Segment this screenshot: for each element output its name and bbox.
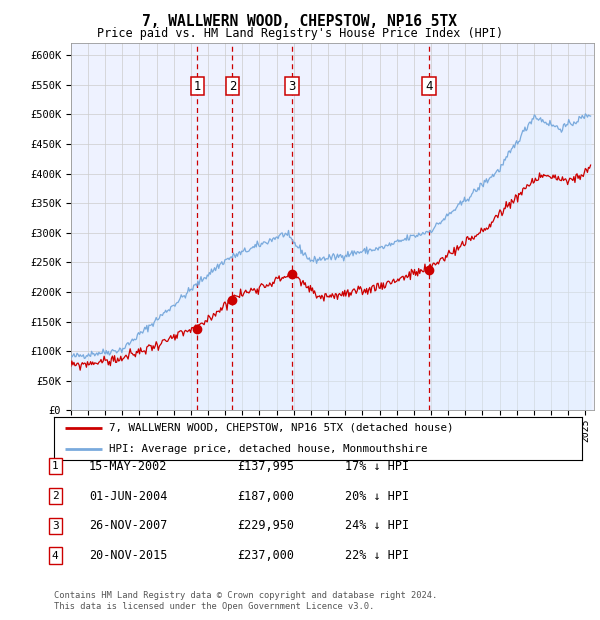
Text: Contains HM Land Registry data © Crown copyright and database right 2024.: Contains HM Land Registry data © Crown c… bbox=[54, 591, 437, 600]
Text: 3: 3 bbox=[52, 521, 59, 531]
Text: 24% ↓ HPI: 24% ↓ HPI bbox=[345, 520, 409, 532]
Text: Price paid vs. HM Land Registry's House Price Index (HPI): Price paid vs. HM Land Registry's House … bbox=[97, 27, 503, 40]
Text: 26-NOV-2007: 26-NOV-2007 bbox=[89, 520, 167, 532]
Text: 1: 1 bbox=[193, 79, 201, 92]
Text: 20-NOV-2015: 20-NOV-2015 bbox=[89, 549, 167, 562]
Text: £229,950: £229,950 bbox=[237, 520, 294, 532]
Text: This data is licensed under the Open Government Licence v3.0.: This data is licensed under the Open Gov… bbox=[54, 602, 374, 611]
Text: 15-MAY-2002: 15-MAY-2002 bbox=[89, 460, 167, 472]
Text: HPI: Average price, detached house, Monmouthshire: HPI: Average price, detached house, Monm… bbox=[109, 444, 428, 454]
Text: £187,000: £187,000 bbox=[237, 490, 294, 502]
Text: 2: 2 bbox=[52, 491, 59, 501]
Text: 7, WALLWERN WOOD, CHEPSTOW, NP16 5TX (detached house): 7, WALLWERN WOOD, CHEPSTOW, NP16 5TX (de… bbox=[109, 423, 454, 433]
Text: 2: 2 bbox=[229, 79, 236, 92]
Text: 4: 4 bbox=[425, 79, 433, 92]
Text: 20% ↓ HPI: 20% ↓ HPI bbox=[345, 490, 409, 502]
Text: £237,000: £237,000 bbox=[237, 549, 294, 562]
Text: 7, WALLWERN WOOD, CHEPSTOW, NP16 5TX: 7, WALLWERN WOOD, CHEPSTOW, NP16 5TX bbox=[143, 14, 458, 29]
Text: 1: 1 bbox=[52, 461, 59, 471]
Text: 3: 3 bbox=[289, 79, 296, 92]
Text: 22% ↓ HPI: 22% ↓ HPI bbox=[345, 549, 409, 562]
Text: 01-JUN-2004: 01-JUN-2004 bbox=[89, 490, 167, 502]
Text: 17% ↓ HPI: 17% ↓ HPI bbox=[345, 460, 409, 472]
Text: 4: 4 bbox=[52, 551, 59, 560]
Text: £137,995: £137,995 bbox=[237, 460, 294, 472]
